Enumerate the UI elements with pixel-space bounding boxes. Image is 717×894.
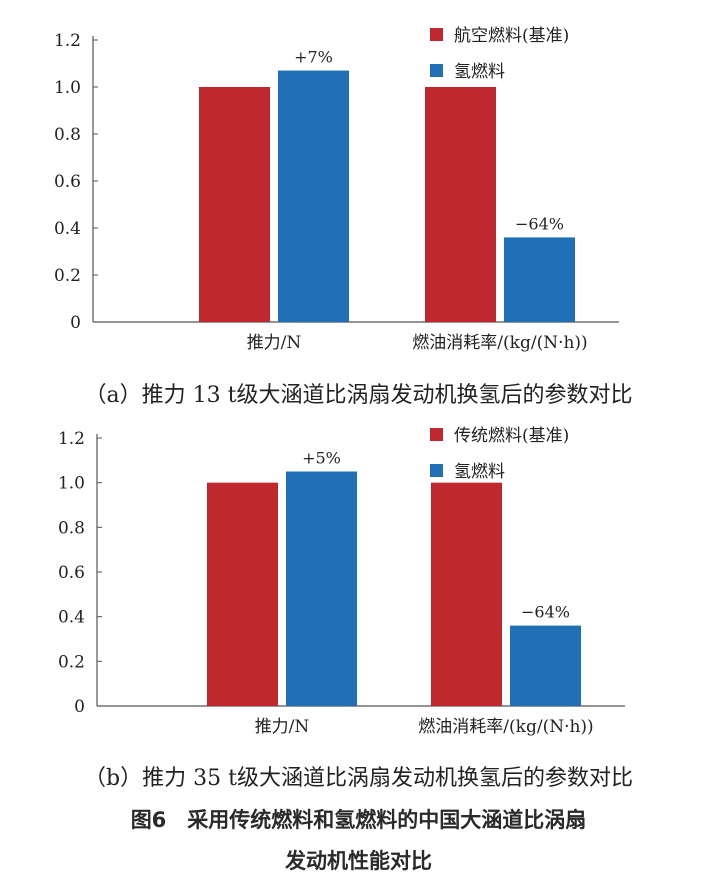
legend-label: 氢燃料	[454, 462, 505, 482]
legend-swatch	[430, 428, 443, 441]
y-tick-label: 0.8	[58, 518, 85, 538]
y-tick-label: 1.0	[54, 78, 81, 98]
bar-base	[431, 482, 502, 706]
y-tick-label: 0.2	[54, 266, 81, 286]
bar-annotation: −64%	[521, 603, 570, 622]
y-tick-label: 0.4	[58, 608, 85, 628]
y-tick-label: 0.8	[54, 125, 81, 145]
legend-swatch	[430, 464, 443, 477]
bar-hydrogen	[286, 471, 357, 706]
chart-a: 0 0.2 0.4 0.6 0.8 1.0 1.2 +7% 推力/N −64% 燃油消耗率/(kg/…	[54, 26, 619, 353]
x-tick-label: 燃油消耗率/(kg/(N·h))	[412, 333, 587, 353]
legend-label: 氢燃料	[454, 62, 505, 82]
figure-caption-line-1: 图6 采用传统燃料和氢燃料的中国大涵道比涡扇	[130, 808, 587, 832]
bar-annotation: +5%	[302, 449, 341, 468]
y-tick-label: 0.6	[58, 563, 85, 583]
y-tick-label: 1.0	[58, 474, 85, 494]
chart-b-caption: （b）推力 35 t级大涵道比涡扇发动机换氢后的参数对比	[84, 766, 633, 791]
y-tick-label: 0.4	[54, 219, 81, 239]
bar-annotation: −64%	[515, 214, 564, 233]
legend-swatch	[430, 28, 443, 41]
legend-swatch	[430, 64, 443, 77]
bar-hydrogen	[278, 70, 349, 322]
y-tick-label: 1.2	[54, 31, 81, 51]
figure-caption-line-2: 发动机性能对比	[285, 849, 432, 873]
x-tick-label: 燃油消耗率/(kg/(N·h))	[418, 717, 593, 737]
bar-base	[207, 482, 278, 706]
legend-label: 传统燃料(基准)	[454, 426, 569, 446]
bar-hydrogen	[504, 237, 575, 322]
legend-label: 航空燃料(基准)	[454, 26, 569, 46]
bar-annotation: +7%	[294, 48, 333, 67]
y-tick-label: 0	[74, 697, 85, 717]
bar-base	[425, 87, 496, 322]
chart-b: 0 0.2 0.4 0.6 0.8 1.0 1.2 +5% 推力/N −64% 燃油消耗率/(kg/…	[58, 426, 625, 737]
bar-base	[199, 87, 270, 322]
x-tick-label: 推力/N	[255, 717, 310, 737]
chart-a-caption: （a）推力 13 t级大涵道比涡扇发动机换氢后的参数对比	[84, 383, 633, 408]
y-tick-label: 0	[70, 313, 81, 333]
y-tick-label: 0.6	[54, 172, 81, 192]
bar-hydrogen	[510, 625, 581, 706]
y-tick-label: 1.2	[58, 429, 85, 449]
x-tick-label: 推力/N	[247, 333, 302, 353]
y-tick-label: 0.2	[58, 652, 85, 672]
